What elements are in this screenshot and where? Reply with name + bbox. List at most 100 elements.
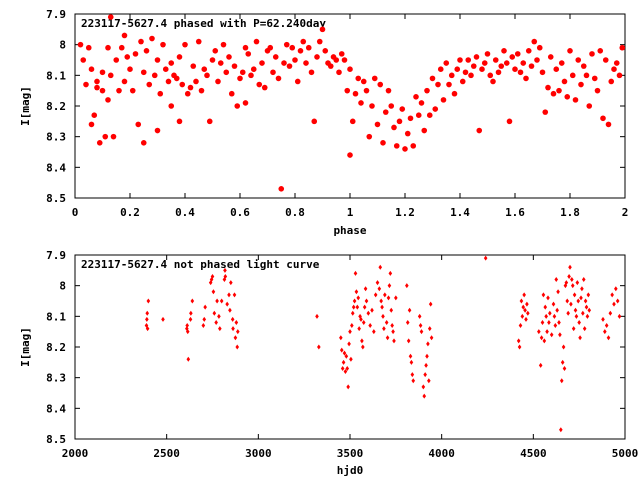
data-point	[248, 72, 254, 79]
data-point	[419, 329, 424, 335]
y-tick-label: 8.3	[46, 372, 66, 385]
data-point	[343, 369, 348, 375]
data-point	[165, 78, 172, 85]
x-tick-label: 1.4	[450, 206, 470, 219]
data-point	[573, 307, 578, 313]
data-point	[481, 60, 488, 66]
data-point	[570, 283, 575, 289]
data-point	[94, 84, 100, 91]
data-point	[143, 48, 150, 54]
data-point	[223, 273, 228, 279]
data-point	[362, 304, 367, 310]
y-tick-label: 8.4	[46, 402, 66, 415]
data-point	[421, 384, 426, 390]
data-point	[581, 277, 586, 283]
data-point	[230, 316, 235, 322]
x-tick-label: 2	[622, 206, 629, 219]
data-point	[484, 51, 491, 57]
data-point	[232, 292, 237, 298]
data-point	[83, 81, 89, 88]
data-point	[399, 106, 406, 112]
data-point	[352, 90, 359, 97]
data-point	[206, 118, 213, 125]
data-point	[225, 301, 229, 307]
data-point	[154, 57, 161, 63]
data-point	[347, 152, 353, 158]
data-point	[613, 60, 620, 66]
data-point	[286, 63, 293, 69]
data-point	[580, 63, 587, 69]
x-tick-label: 1.2	[395, 206, 415, 219]
data-point	[521, 304, 526, 310]
data-point	[408, 353, 413, 359]
data-point	[363, 286, 368, 292]
data-point	[606, 335, 611, 341]
data-point	[393, 143, 400, 149]
data-point	[129, 87, 136, 94]
data-point	[235, 344, 240, 350]
data-point	[549, 332, 554, 338]
data-point	[305, 44, 312, 51]
data-point	[547, 319, 551, 325]
data-point	[437, 66, 444, 72]
data-point	[364, 298, 369, 304]
data-point	[523, 307, 527, 313]
data-point	[195, 38, 202, 45]
data-point	[578, 335, 582, 341]
data-point	[234, 103, 241, 109]
data-point	[349, 118, 356, 125]
data-point	[315, 313, 319, 319]
data-point	[526, 310, 530, 316]
data-point	[561, 78, 568, 85]
y-tick-label: 8.4	[46, 161, 66, 174]
data-point	[394, 295, 398, 301]
data-point	[462, 69, 469, 76]
x-tick-label: 5000	[612, 447, 639, 460]
data-point	[612, 301, 616, 307]
data-point	[415, 112, 422, 118]
data-point	[557, 319, 561, 325]
data-point	[233, 335, 238, 341]
data-point	[387, 283, 392, 289]
data-point	[341, 57, 348, 63]
data-point	[352, 298, 357, 304]
data-point	[339, 347, 344, 353]
data-point	[587, 307, 592, 313]
data-point	[446, 81, 452, 88]
data-point	[556, 289, 560, 295]
data-point	[149, 35, 155, 42]
data-point	[311, 118, 318, 125]
x-tick-label: 0.8	[285, 206, 305, 219]
data-point	[348, 329, 352, 335]
data-point	[202, 316, 207, 322]
data-point	[267, 44, 274, 51]
data-point	[218, 326, 222, 332]
data-point	[187, 84, 194, 91]
data-point	[300, 38, 307, 45]
data-point	[520, 313, 525, 319]
data-point	[176, 54, 183, 60]
data-point	[160, 41, 166, 48]
data-point	[368, 323, 372, 329]
data-point	[411, 378, 416, 384]
data-point	[554, 277, 559, 283]
y-tick-label: 8.5	[46, 433, 66, 446]
data-point	[545, 329, 549, 335]
data-point	[567, 48, 573, 54]
plot-frame	[74, 254, 626, 440]
data-point	[582, 326, 587, 332]
data-point	[308, 69, 315, 76]
data-point	[572, 292, 577, 298]
data-point	[440, 97, 447, 103]
data-point	[581, 310, 585, 316]
data-point	[531, 38, 538, 45]
data-point	[319, 26, 326, 33]
data-point	[585, 313, 590, 319]
data-point	[528, 63, 535, 69]
data-point	[608, 310, 613, 316]
data-point	[245, 51, 252, 57]
data-point	[333, 57, 340, 63]
data-point	[145, 316, 149, 322]
data-point	[574, 313, 579, 319]
data-point	[173, 75, 180, 82]
